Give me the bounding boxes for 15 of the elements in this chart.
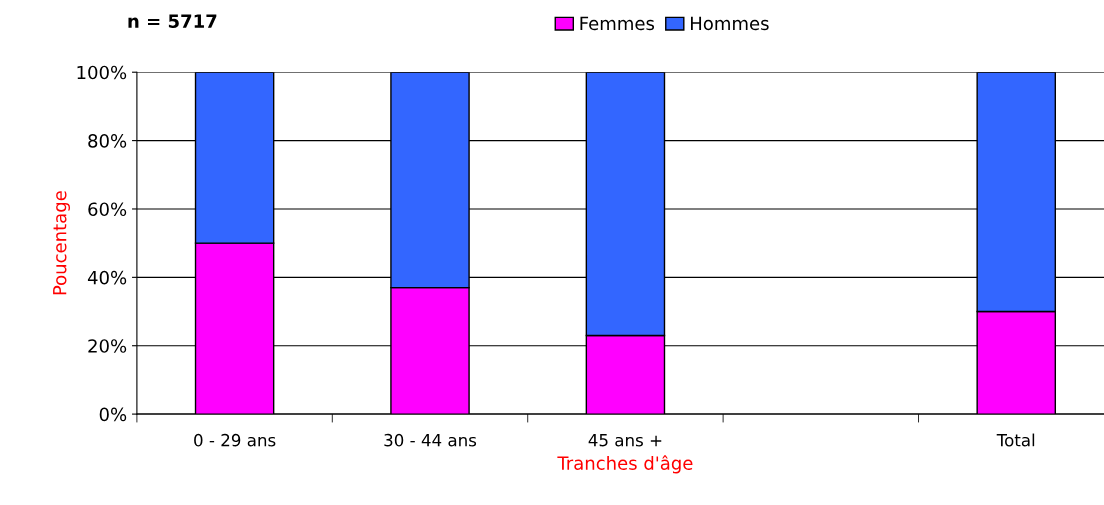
x-axis-title: Tranches d'âge [557, 455, 693, 474]
x-tick-label: Total [996, 433, 1035, 447]
legend-label: Femmes [580, 16, 655, 31]
y-tick-label: 60% [88, 202, 127, 217]
legend-label: Hommes [691, 16, 769, 31]
x-tick-label: 30 - 44 ans [384, 433, 477, 447]
y-axis-title: Poucentage [53, 191, 70, 295]
x-tick-label: 0 - 29 ans [194, 433, 276, 447]
y-tick-label: 0% [99, 407, 127, 422]
y-tick-label: 100% [77, 65, 127, 80]
y-tick-label: 40% [87, 270, 127, 285]
x-tick-label: 45 ans + [588, 434, 662, 447]
text: n = 5717 [128, 14, 217, 28]
y-tick-label: 20% [88, 339, 127, 353]
y-tick-label: 80% [88, 134, 127, 148]
